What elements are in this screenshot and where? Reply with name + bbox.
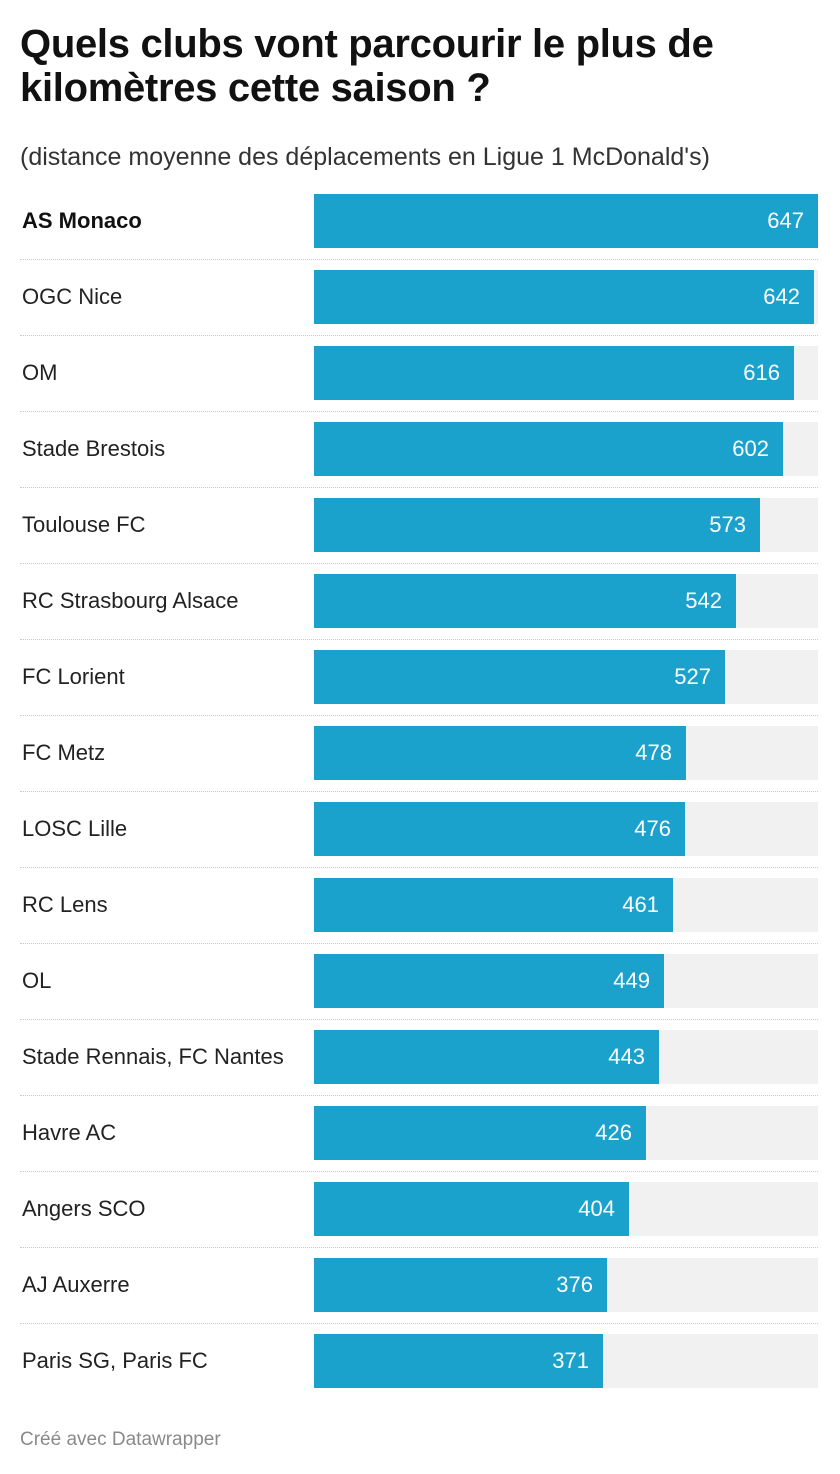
bar-row: Angers SCO 404 [0, 1182, 840, 1236]
value-label: 449 [613, 968, 650, 993]
row-divider [20, 943, 818, 944]
row-divider [20, 639, 818, 640]
row-divider [20, 1095, 818, 1096]
category-label: OM [22, 360, 58, 385]
value-label: 371 [552, 1348, 589, 1373]
bar-row: FC Lorient 527 [0, 650, 840, 704]
category-label: OL [22, 968, 52, 993]
bar-chart: AS Monaco 647 OGC Nice 642 OM 616 Stade Bresto… [0, 194, 840, 1388]
bar-row: LOSC Lille 476 [0, 802, 840, 856]
category-label: Havre AC [22, 1120, 117, 1145]
category-label: RC Lens [22, 892, 108, 917]
value-label: 461 [622, 892, 659, 917]
bar [314, 1182, 629, 1236]
bar [314, 954, 664, 1008]
row-divider [20, 411, 818, 412]
value-label: 642 [763, 284, 800, 309]
row-divider [20, 1171, 818, 1172]
bar [314, 1258, 607, 1312]
row-divider [20, 335, 818, 336]
category-label: Angers SCO [22, 1196, 146, 1221]
bar [314, 498, 760, 552]
value-label: 616 [743, 360, 780, 385]
bar [314, 270, 814, 324]
bar-row: OGC Nice 642 [0, 270, 840, 324]
category-label: RC Strasbourg Alsace [22, 588, 239, 613]
bar [314, 194, 818, 248]
value-label: 647 [767, 208, 804, 233]
bar [314, 726, 686, 780]
bar [314, 1030, 659, 1084]
bar-row: AJ Auxerre 376 [0, 1258, 840, 1312]
bar-row: Stade Rennais, FC Nantes 443 [0, 1030, 840, 1084]
row-divider [20, 1247, 818, 1248]
value-label: 426 [595, 1120, 632, 1145]
bar [314, 1106, 646, 1160]
bar [314, 878, 673, 932]
footer-credit: Créé avec Datawrapper [20, 1429, 221, 1450]
category-label: Toulouse FC [22, 512, 146, 537]
row-divider [20, 487, 818, 488]
row-divider [20, 867, 818, 868]
value-label: 404 [578, 1196, 615, 1221]
bar [314, 574, 736, 628]
row-divider [20, 1019, 818, 1020]
bar-row: OM 616 [0, 346, 840, 400]
value-label: 443 [608, 1044, 645, 1069]
bar-row: RC Strasbourg Alsace 542 [0, 574, 840, 628]
bar [314, 346, 794, 400]
category-label: LOSC Lille [22, 816, 128, 841]
chart-subtitle: (distance moyenne des déplacements en Li… [20, 143, 710, 171]
category-label: AJ Auxerre [22, 1272, 130, 1297]
value-label: 376 [556, 1272, 593, 1297]
category-label: OGC Nice [22, 284, 123, 309]
bar [314, 422, 783, 476]
value-label: 476 [634, 816, 671, 841]
category-label: AS Monaco [22, 208, 142, 233]
value-label: 573 [709, 512, 746, 537]
bar-row: Stade Brestois 602 [0, 422, 840, 476]
value-label: 527 [674, 664, 711, 689]
value-label: 478 [635, 740, 672, 765]
bar-row: Havre AC 426 [0, 1106, 840, 1160]
row-divider [20, 563, 818, 564]
bar [314, 650, 725, 704]
bar-row: RC Lens 461 [0, 878, 840, 932]
bar-row: AS Monaco 647 [0, 194, 840, 248]
category-label: Stade Rennais, FC Nantes [22, 1044, 284, 1069]
bar-row: Toulouse FC 573 [0, 498, 840, 552]
row-divider [20, 791, 818, 792]
row-divider [20, 1323, 818, 1324]
category-label: FC Metz [22, 740, 106, 765]
category-label: Paris SG, Paris FC [22, 1348, 208, 1373]
bar-row: FC Metz 478 [0, 726, 840, 780]
category-label: Stade Brestois [22, 436, 166, 461]
bar [314, 1334, 603, 1388]
bar-row: Paris SG, Paris FC 371 [0, 1334, 840, 1388]
category-label: FC Lorient [22, 664, 125, 689]
chart-title: Quels clubs vont parcourir le plus de ki… [20, 22, 714, 110]
value-label: 602 [732, 436, 769, 461]
row-divider [20, 259, 818, 260]
bar [314, 802, 685, 856]
value-label: 542 [685, 588, 722, 613]
bar-row: OL 449 [0, 954, 840, 1008]
row-divider [20, 715, 818, 716]
